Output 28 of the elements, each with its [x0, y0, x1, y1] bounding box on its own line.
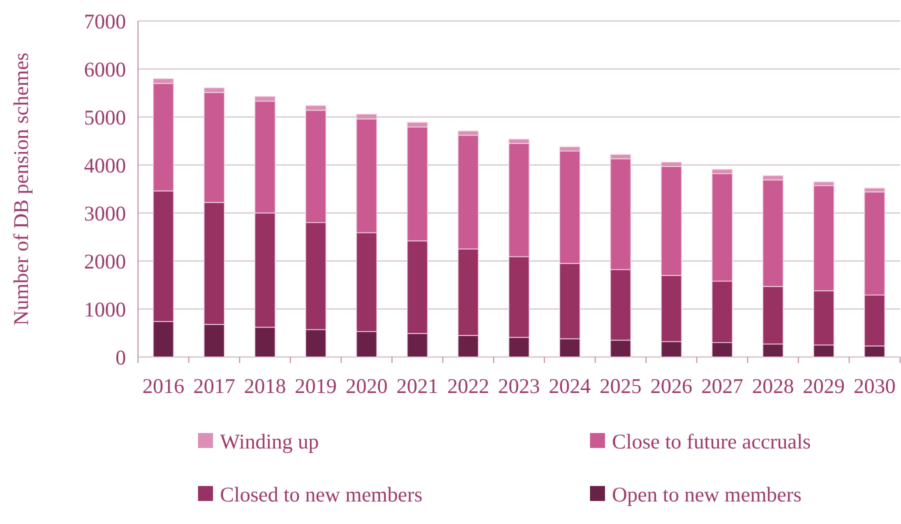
x-tick-label: 2017 [193, 374, 236, 398]
x-tick-label: 2029 [802, 374, 845, 398]
x-tick-label: 2018 [244, 374, 286, 398]
y-tick-label: 2000 [84, 249, 126, 274]
x-tick-label: 2020 [346, 374, 388, 398]
x-tick-label: 2030 [854, 374, 896, 398]
y-tick-label: 6000 [84, 57, 126, 82]
legend-label: Winding up [220, 429, 319, 454]
x-tick-label: 2026 [650, 374, 692, 398]
x-tick-label: 2027 [701, 374, 744, 398]
y-tick-label: 3000 [84, 201, 126, 226]
y-tick-label: 5000 [84, 105, 126, 130]
y-tick-label: 7000 [84, 9, 126, 34]
legend-label: Closed to new members [220, 482, 422, 506]
legend-label: Open to new members [612, 482, 802, 506]
y-tick-label: 4000 [84, 153, 126, 178]
x-tick-label: 2016 [142, 374, 184, 398]
x-tick-label: 2025 [600, 374, 642, 398]
x-tick-label: 2023 [498, 374, 540, 398]
y-tick-label: 1000 [84, 297, 126, 322]
x-tick-label: 2021 [396, 374, 438, 398]
x-tick-label: 2024 [548, 374, 592, 398]
legend-label: Close to future accruals [612, 429, 811, 454]
x-tick-label: 2019 [294, 374, 337, 398]
y-tick-label: 0 [116, 345, 126, 370]
x-tick-label: 2028 [752, 374, 794, 398]
x-tick-label: 2022 [447, 374, 490, 398]
y-axis-title: Number of DB pension schemes [9, 52, 33, 326]
